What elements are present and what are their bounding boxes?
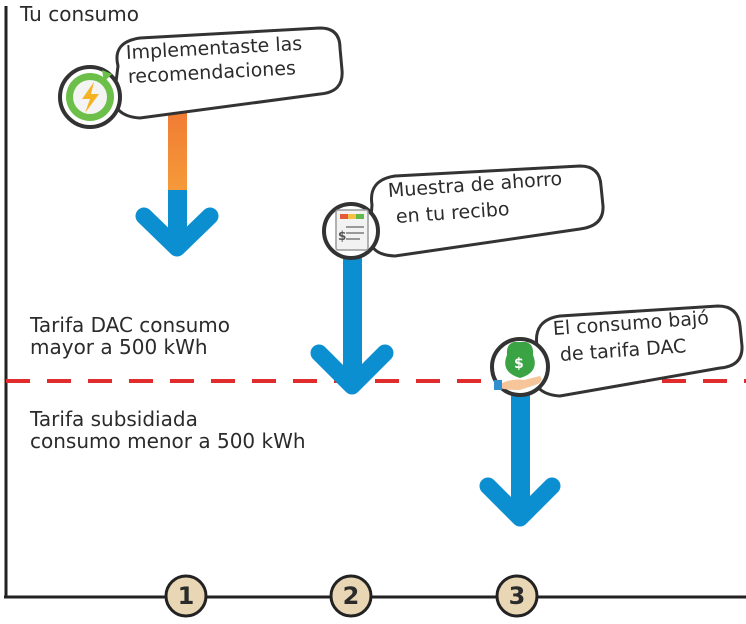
energy-bolt-icon: [58, 65, 122, 129]
step-number-2: 2: [342, 582, 360, 610]
drop-segment-1: [168, 108, 187, 190]
y-axis-title: Tu consumo: [20, 2, 139, 26]
svg-text:$: $: [514, 356, 524, 372]
step-marker-2: [329, 574, 373, 618]
bubble-step-3: [533, 304, 744, 398]
money-bag-hand-icon: $: [490, 337, 550, 397]
zone-lower-line-1: Tarifa subsidiada: [30, 407, 198, 431]
step-number-3: 3: [508, 582, 526, 610]
bill-receipt-icon: $: [322, 202, 380, 260]
zone-lower-line-2: consumo menor a 500 kWh: [30, 429, 306, 453]
bubble-step-2: [368, 164, 605, 258]
step-marker-3: [495, 574, 539, 618]
svg-text:$: $: [338, 229, 346, 243]
step-marker-1: [164, 574, 208, 618]
zone-upper-line-2: mayor a 500 kWh: [30, 335, 208, 359]
drop-arrow-3: [479, 388, 561, 527]
bubble-step-1: [112, 26, 344, 120]
drop-arrow-2: [310, 252, 394, 395]
drop-arrow-1: [135, 190, 219, 257]
zone-upper-line-1: Tarifa DAC consumo: [30, 313, 231, 337]
step-number-1: 1: [177, 582, 195, 610]
